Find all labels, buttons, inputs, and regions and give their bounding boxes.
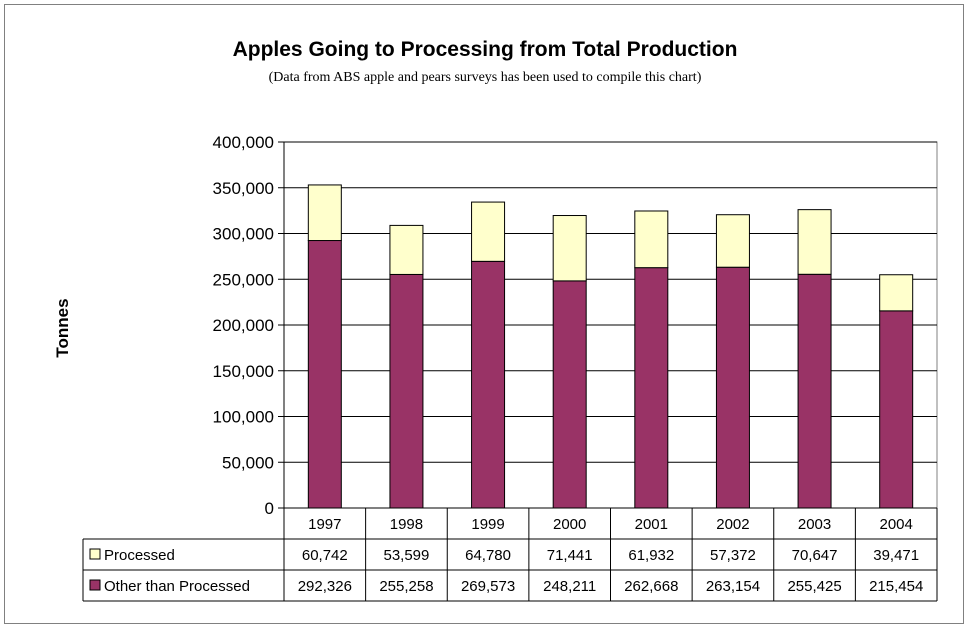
table-cell-value: 255,258 (379, 578, 433, 595)
x-category-label: 2002 (716, 516, 749, 533)
table-cell-value: 39,471 (873, 547, 919, 564)
y-axis-label: Tonnes (53, 298, 72, 357)
gridlines (283, 141, 938, 509)
table-cell-value: 61,932 (628, 547, 674, 564)
bar-processed (797, 209, 832, 275)
bar-other-than-processed (797, 273, 832, 509)
y-tick-label: 400,000 (213, 133, 274, 152)
legend-swatch (89, 579, 101, 591)
y-tick-label: 100,000 (213, 408, 274, 427)
table-cell-value: 57,372 (710, 547, 756, 564)
y-tick-label: 350,000 (213, 179, 274, 198)
x-category-label: 2000 (553, 516, 586, 533)
bar-processed (552, 215, 587, 282)
table-cell-value: 64,780 (465, 547, 511, 564)
x-category-label: 1997 (308, 516, 341, 533)
y-tick-label: 0 (265, 499, 274, 518)
table-cell-value: 60,742 (302, 547, 348, 564)
x-category-label: 1999 (471, 516, 504, 533)
table-cell-value: 248,211 (543, 578, 596, 595)
y-tick-label: 150,000 (213, 362, 274, 381)
bar-processed (389, 224, 424, 275)
bar-other-than-processed (634, 267, 669, 509)
x-category-label: 2001 (635, 516, 668, 533)
table-cell-value: 262,668 (624, 578, 678, 595)
bar-processed (471, 201, 506, 262)
bar-processed (715, 214, 750, 268)
legend-label: Other than Processed (104, 578, 250, 595)
table-cell-value: 71,441 (547, 547, 593, 564)
table-cell-value: 292,326 (298, 578, 352, 595)
y-tick-labels: 0 50,000 100,000 150,000 200,000 250,000 300,0… (213, 133, 274, 518)
table-cell-value: 269,573 (461, 578, 515, 595)
chart-title: Apples Going to Processing from Total Pr… (232, 38, 738, 61)
bar-other-than-processed (307, 240, 342, 509)
table-cell-value: 70,647 (792, 547, 838, 564)
bars (307, 184, 914, 509)
table-cell-value: 255,425 (787, 578, 841, 595)
bar-other-than-processed (715, 266, 750, 509)
bar-other-than-processed (879, 310, 914, 509)
legend-swatch (89, 548, 101, 560)
chart-subtitle: (Data from ABS apple and pears surveys h… (268, 70, 702, 85)
bar-other-than-processed (552, 280, 587, 509)
legend-label: Processed (104, 547, 175, 564)
bar-processed (307, 184, 342, 242)
table-cell-value: 263,154 (706, 578, 760, 595)
y-tick-label: 50,000 (222, 453, 274, 472)
bar-other-than-processed (389, 273, 424, 509)
x-category-label: 2003 (798, 516, 831, 533)
x-category-label: 1998 (390, 516, 423, 533)
y-tick-label: 250,000 (213, 270, 274, 289)
x-category-label: 2004 (880, 516, 913, 533)
bar-other-than-processed (471, 260, 506, 509)
y-tick-label: 300,000 (213, 225, 274, 244)
table-cell-value: 53,599 (383, 547, 429, 564)
bar-processed (879, 274, 914, 312)
table-cell-value: 215,454 (869, 578, 923, 595)
bar-processed (634, 210, 669, 269)
y-tick-label: 200,000 (213, 316, 274, 335)
data-table: 1997 1998 1999 2000 2001 2002 2003 2004 Processe… (82, 508, 938, 602)
